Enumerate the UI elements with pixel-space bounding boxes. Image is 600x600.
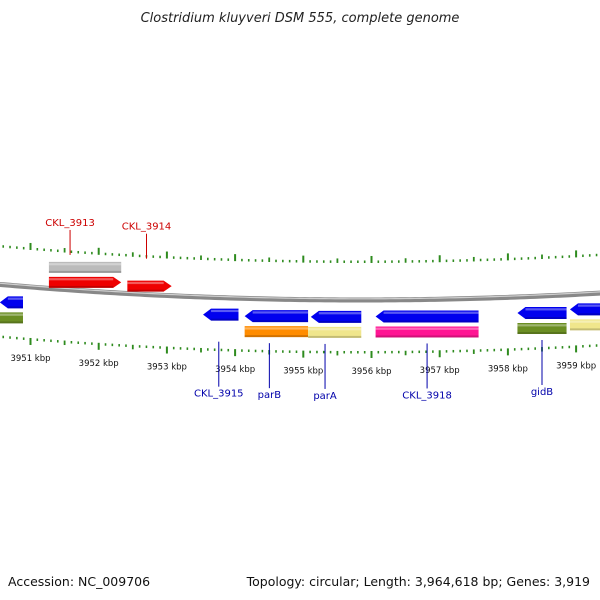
kbp-label: 3953 kbp — [147, 363, 187, 373]
feature-highlight — [48, 278, 114, 281]
feature-f-parB — [244, 310, 309, 323]
feature-f-grey-top — [48, 261, 122, 273]
bottom-tick-row — [2, 335, 598, 358]
kbp-label: 3959 kbp — [556, 361, 596, 371]
feature-shadow — [577, 313, 600, 316]
feature-highlight — [525, 308, 567, 311]
feature-f-ckl3918 — [375, 310, 479, 323]
feature-highlight — [383, 311, 479, 314]
feature-highlight — [211, 309, 239, 313]
feature-f-ckl3914 — [127, 280, 172, 292]
feature-f-parA — [310, 310, 362, 323]
feature-highlight — [127, 281, 164, 285]
feature-f-left-green — [0, 312, 23, 324]
gene-label-ckl-3913[interactable]: CKL_3913 — [45, 218, 95, 229]
feature-shadow — [211, 318, 239, 321]
gene-label-ckl-3918[interactable]: CKL_3918 — [402, 390, 452, 401]
accession-text: Accession: NC_009706 — [8, 574, 150, 589]
feature-f-parA-cog — [308, 326, 362, 338]
gene-labels: CKL_3913 CKL_3914 CKL_3915 parB parA CKL_3918… — [45, 218, 553, 402]
feature-f-right-blue — [569, 303, 600, 316]
feature-f-gidB-cog — [517, 323, 567, 335]
feature-highlight — [375, 327, 479, 330]
feature-shadow — [569, 328, 600, 331]
feature-highlight — [48, 263, 122, 266]
feature-shadow — [0, 321, 23, 324]
feature-f-right-cog — [569, 319, 600, 331]
feature-f-parB-cog — [244, 326, 309, 338]
feature-shadow — [383, 320, 479, 323]
feature-highlight — [308, 328, 362, 331]
feature-shadow — [48, 270, 122, 273]
feature-shadow — [48, 285, 114, 288]
gene-label-ckl-3914[interactable]: CKL_3914 — [122, 222, 172, 233]
feature-shadow — [375, 335, 479, 338]
kbp-label: 3957 kbp — [420, 366, 460, 376]
kbp-scale: 3951 kbp 3952 kbp 3953 kbp 3954 kbp 3955 kbp… — [10, 354, 596, 377]
feature-shadow — [308, 335, 362, 338]
feature-shadow — [252, 320, 309, 323]
kbp-label: 3951 kbp — [10, 354, 50, 364]
feature-highlight — [7, 297, 23, 300]
gene-label-parb[interactable]: parB — [258, 390, 282, 401]
feature-highlight — [569, 320, 600, 323]
feature-f-gidB — [517, 307, 567, 320]
feature-f-ckl3915 — [203, 308, 239, 321]
feature-shadow — [127, 289, 164, 292]
feature-shadow — [517, 332, 567, 335]
feature-f-ckl3913 — [48, 276, 122, 288]
genome-backbone — [0, 281, 600, 303]
genome-backbone-highlight — [0, 282, 600, 300]
feature-highlight — [577, 304, 600, 307]
gene-label-gidb[interactable]: gidB — [531, 387, 553, 398]
kbp-label: 3955 kbp — [283, 367, 323, 377]
feature-highlight — [318, 312, 362, 315]
feature-shadow — [244, 335, 309, 338]
gene-label-ckl-3915[interactable]: CKL_3915 — [194, 389, 244, 400]
feature-tracks — [0, 261, 600, 338]
gene-label-para[interactable]: parA — [313, 391, 337, 402]
kbp-label: 3952 kbp — [79, 359, 119, 369]
feature-highlight — [0, 313, 23, 316]
feature-highlight — [244, 327, 309, 330]
top-tick-row — [2, 242, 598, 263]
kbp-label: 3958 kbp — [488, 364, 528, 374]
kbp-label: 3954 kbp — [215, 365, 255, 375]
feature-shadow — [7, 306, 23, 309]
map-title: Clostridium kluyveri DSM 555, complete g… — [141, 11, 460, 26]
feature-highlight — [517, 324, 567, 327]
kbp-label: 3956 kbp — [351, 367, 391, 377]
feature-f-left-blue — [0, 296, 23, 309]
feature-f-ckl3918-cog — [375, 326, 479, 338]
feature-shadow — [525, 317, 567, 320]
topology-summary: Topology: circular; Length: 3,964,618 bp… — [246, 574, 590, 589]
feature-highlight — [252, 311, 309, 314]
feature-shadow — [318, 320, 362, 323]
